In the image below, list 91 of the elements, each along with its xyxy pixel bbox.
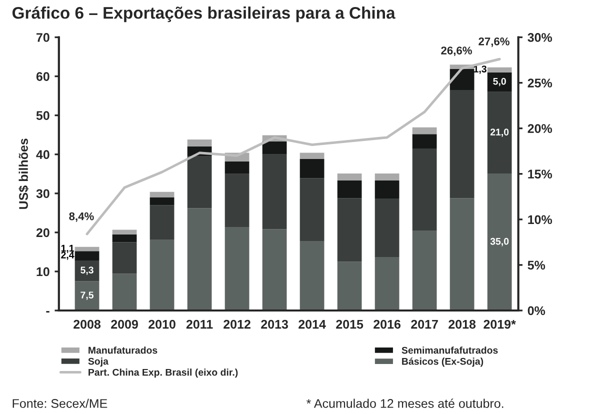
x-tick-label: 2018 — [448, 320, 476, 329]
bar — [337, 198, 362, 262]
chart-title: Gráfico 6 – Exportações brasileiras para a China — [12, 6, 396, 22]
bar — [262, 141, 287, 154]
bar — [150, 205, 174, 240]
data-label: 21,0 — [490, 128, 509, 137]
y2-tick-label: 20% — [528, 124, 552, 133]
bar — [412, 127, 437, 134]
bar — [412, 134, 437, 149]
y-tick-label: - — [46, 311, 50, 313]
y2-tick-label: 25% — [528, 78, 552, 88]
y-tick-label: 10 — [36, 267, 50, 276]
bar — [337, 173, 362, 181]
y-tick-label: 40 — [36, 150, 50, 160]
bar — [150, 192, 174, 198]
bar — [224, 227, 250, 310]
bar — [187, 208, 212, 310]
bar — [412, 148, 437, 231]
bar — [450, 90, 474, 198]
y-tick-label: 30 — [36, 189, 50, 198]
bar — [74, 251, 100, 261]
bar — [487, 67, 512, 72]
x-tick-label: 2014 — [298, 320, 326, 329]
y2-tick-label: 0% — [528, 306, 546, 316]
data-label: 1,3 — [474, 66, 486, 74]
bar — [262, 229, 287, 310]
bar — [112, 230, 137, 234]
data-label: 26,6% — [441, 46, 472, 56]
bar — [187, 140, 212, 147]
y-tick-label: 20 — [36, 228, 50, 238]
bar — [450, 198, 474, 310]
data-label: 27,6% — [478, 37, 510, 47]
x-tick-label: 2016 — [374, 320, 401, 329]
x-tick-label: 2015 — [336, 320, 364, 329]
bar — [337, 180, 362, 198]
y-axis-title: US$ bilhões — [18, 138, 29, 209]
x-tick-label: 2017 — [411, 320, 438, 329]
bar — [374, 198, 400, 258]
text: * Acumulado 12 meses até outubro. — [306, 398, 504, 408]
bar — [150, 240, 174, 310]
bar — [112, 242, 137, 274]
x-tick-label: 2013 — [261, 320, 288, 329]
x-tick-label: 2019* — [484, 320, 516, 329]
x-tick-label: 2012 — [224, 320, 250, 329]
bar — [374, 173, 400, 181]
data-label: 35,0 — [490, 238, 509, 246]
data-label: 7,5 — [80, 292, 94, 300]
legend-label: Manufaturados — [88, 346, 158, 354]
bar — [487, 92, 512, 174]
bar — [74, 246, 100, 252]
bar — [412, 230, 437, 310]
bar — [487, 72, 512, 92]
data-label: 5,0 — [493, 78, 506, 86]
data-label: 5,3 — [80, 266, 94, 275]
y2-tick-label: 30% — [528, 33, 552, 42]
bar — [74, 281, 100, 310]
bar — [450, 68, 474, 90]
legend-label: Básicos (Ex-Soja) — [402, 358, 484, 367]
y2-tick-label: 10% — [528, 215, 552, 224]
bar — [150, 197, 174, 206]
x-tick-label: 2009 — [111, 320, 138, 329]
bar — [74, 260, 100, 282]
bar — [262, 154, 287, 230]
bar — [187, 156, 212, 208]
legend-label: Soja — [88, 358, 109, 367]
bar — [487, 174, 512, 310]
bar — [112, 274, 137, 310]
bar — [224, 174, 250, 228]
data-label: 1,1 — [61, 244, 74, 254]
bar — [300, 241, 324, 310]
legend-label: Part. China Exp. Brasil (eixo dir.) — [88, 368, 238, 378]
y-tick-label: 70 — [36, 33, 50, 42]
x-tick-label: 2011 — [186, 320, 213, 329]
legend-label: Semimanufafutrados — [402, 346, 498, 354]
bar — [300, 159, 324, 178]
data-label: 8,4% — [69, 212, 94, 222]
source-note: Fonte: Secex/ME — [12, 398, 108, 408]
y-tick-label: 50 — [36, 111, 50, 120]
x-tick-label: 2008 — [74, 320, 101, 329]
y-tick-label: 60 — [36, 72, 50, 81]
y2-tick-label: 5% — [528, 260, 546, 270]
bar — [112, 234, 137, 242]
y2-tick-label: 15% — [528, 170, 552, 179]
data-label: 2,4 — [61, 252, 74, 260]
bar — [374, 180, 400, 198]
bar — [337, 262, 362, 310]
x-tick-label: 2010 — [148, 320, 176, 329]
bar — [300, 152, 324, 160]
bar — [224, 161, 250, 174]
bar — [300, 178, 324, 242]
bar — [374, 257, 400, 310]
